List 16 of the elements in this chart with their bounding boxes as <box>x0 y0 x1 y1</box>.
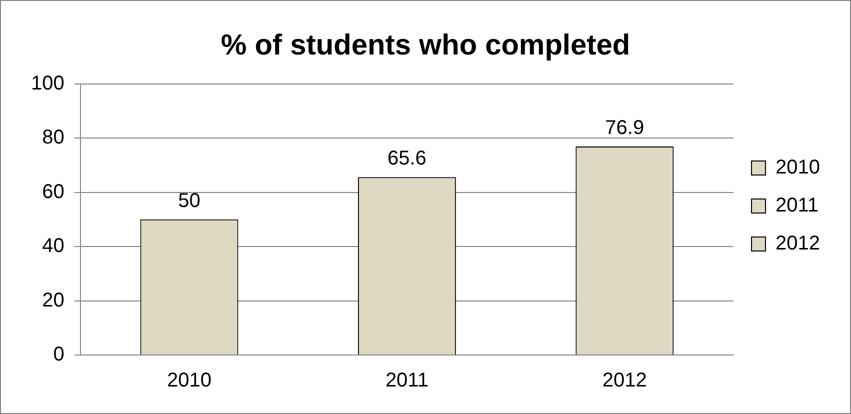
x-tick-label: 2012 <box>602 370 647 392</box>
legend-label: 2011 <box>776 194 819 217</box>
y-tick-label: 0 <box>53 344 64 366</box>
x-tick-label: 2010 <box>166 370 212 392</box>
x-tick-label: 2011 <box>385 370 428 392</box>
y-tick-label: 60 <box>42 180 64 203</box>
y-tick-label: 80 <box>42 126 64 149</box>
data-label: 65.6 <box>387 148 426 170</box>
legend-label: 2012 <box>776 232 820 255</box>
data-label: 50 <box>178 190 200 212</box>
y-tick-label: 40 <box>42 235 64 258</box>
data-label: 76.9 <box>605 116 644 139</box>
chart-title: % of students who completed <box>220 29 630 62</box>
legend-label: 2010 <box>776 156 820 179</box>
y-tick-label: 100 <box>30 72 64 94</box>
y-tick-label: 20 <box>42 289 64 312</box>
